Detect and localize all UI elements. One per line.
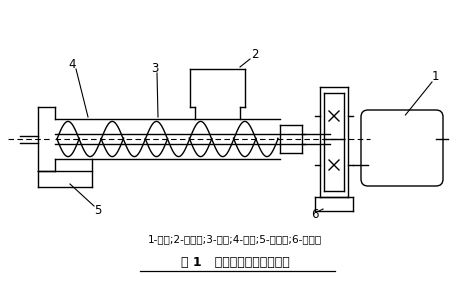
Text: 2: 2 bbox=[251, 48, 259, 61]
FancyBboxPatch shape bbox=[361, 110, 443, 186]
Text: 5: 5 bbox=[94, 203, 102, 217]
Text: 1-电机;2-进料口;3-料筒;4-螺旋;5-卸料口;6-减速器: 1-电机;2-进料口;3-料筒;4-螺旋;5-卸料口;6-减速器 bbox=[148, 234, 322, 244]
Text: 1: 1 bbox=[431, 70, 439, 83]
Text: 3: 3 bbox=[151, 62, 159, 75]
Text: 4: 4 bbox=[68, 59, 76, 72]
Text: 图 1   螺旋送料机工作原理图: 图 1 螺旋送料机工作原理图 bbox=[180, 255, 290, 268]
Text: 6: 6 bbox=[311, 208, 319, 222]
